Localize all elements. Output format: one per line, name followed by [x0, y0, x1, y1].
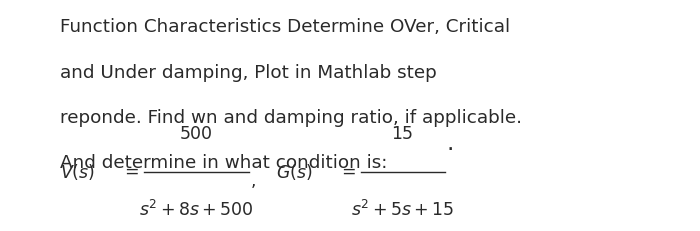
Text: Function Characteristics Determine OVer, Critical: Function Characteristics Determine OVer,… [60, 18, 510, 36]
Text: ,: , [251, 172, 256, 190]
Text: $s^2 + 8s + 500$: $s^2 + 8s + 500$ [139, 200, 253, 220]
Text: 15: 15 [391, 125, 414, 143]
Text: .: . [447, 132, 454, 155]
Text: reponde. Find wn and damping ratio, if applicable.: reponde. Find wn and damping ratio, if a… [60, 109, 522, 127]
Text: And determine in what condition is:: And determine in what condition is: [60, 154, 387, 172]
Text: =: = [125, 163, 139, 181]
Text: =: = [342, 163, 356, 181]
Text: $V(s)$: $V(s)$ [60, 162, 94, 182]
Text: $s^2 + 5s + 15$: $s^2 + 5s + 15$ [351, 200, 454, 220]
Text: and Under damping, Plot in Mathlab step: and Under damping, Plot in Mathlab step [60, 64, 436, 82]
Text: $G(s)$: $G(s)$ [276, 162, 313, 182]
Text: 500: 500 [179, 125, 213, 143]
